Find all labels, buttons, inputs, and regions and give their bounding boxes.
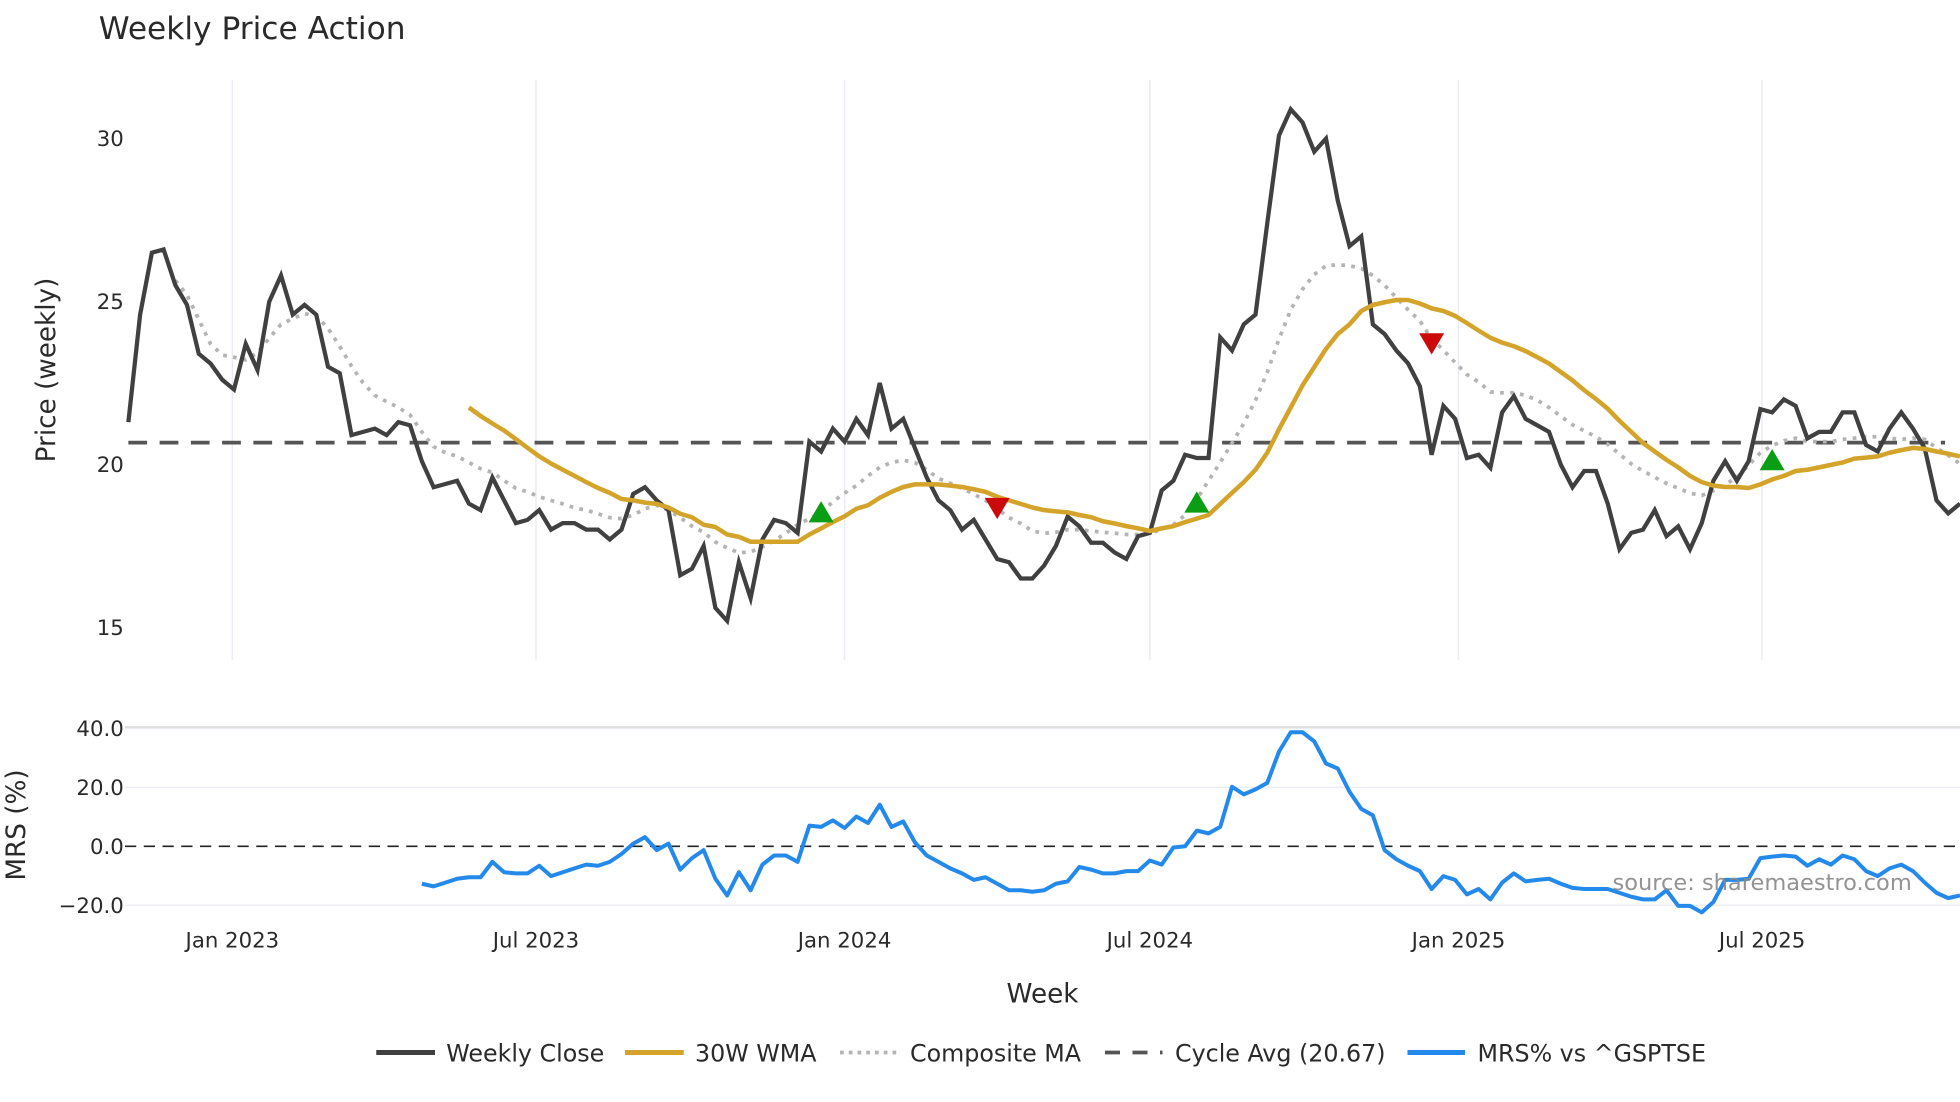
x-ticks: Jan 2023 Jul 2023 Jan 2024 Jul 2024 Jan … [184, 929, 1806, 954]
xtick-label: Jul 2025 [1717, 929, 1805, 954]
chart-title: Weekly Price Action [99, 11, 406, 47]
price-gridlines [231, 80, 1763, 661]
legend-label: Weekly Close [446, 1039, 604, 1067]
mrs-series-layer [421, 730, 1960, 915]
xtick-label: Jan 2023 [184, 929, 280, 954]
composite-ma-line [173, 262, 1960, 555]
xtick-label: Jan 2025 [1410, 929, 1506, 954]
mrs-gridlines [125, 727, 1960, 907]
price-axis-title: Price (weekly) [32, 278, 62, 463]
mrs-ytick-label: 20.0 [76, 776, 123, 801]
legend-item-weekly-close[interactable]: Weekly Close [376, 1039, 604, 1067]
buy-signal-triangle-up-icon [1184, 491, 1210, 513]
price-ytick-label: 25 [97, 290, 124, 315]
weekly-close-line [126, 105, 1960, 626]
sell-signal-triangle-down-icon [1419, 333, 1445, 355]
xtick-label: Jan 2024 [796, 929, 892, 954]
mrs-axis-title: MRS (%) [2, 769, 32, 880]
mrs-ytick-label: 0.0 [90, 835, 124, 860]
legend-label: Composite MA [910, 1039, 1082, 1067]
mrs-y-ticks: −20.0 0.0 20.0 40.0 [59, 717, 124, 919]
price-y-ticks: 15 20 25 30 [97, 127, 124, 641]
x-axis-title: Week [1007, 980, 1080, 1010]
buy-signal-triangle-up-icon [1759, 448, 1785, 471]
source-annotation: source: sharemaestro.com [1613, 870, 1912, 896]
legend-item-composite-ma[interactable]: Composite MA [840, 1039, 1082, 1067]
legend-label: MRS% vs ^GSPTSE [1478, 1039, 1706, 1067]
buy-signal-triangle-up-icon [808, 501, 834, 523]
legend-item-cycle-avg[interactable]: Cycle Avg (20.67) [1105, 1039, 1386, 1067]
price-ytick-label: 15 [97, 616, 124, 641]
legend-item-mrs[interactable]: MRS% vs ^GSPTSE [1407, 1039, 1706, 1067]
price-series-layer [126, 105, 1960, 626]
mrs-ytick-label: −20.0 [59, 894, 124, 919]
xtick-label: Jul 2023 [491, 929, 579, 954]
mrs-line [421, 730, 1960, 915]
signal-markers [808, 333, 1785, 523]
price-ytick-label: 20 [97, 453, 124, 478]
legend: Weekly Close 30W WMA Composite MA Cycle … [376, 1039, 1706, 1067]
xtick-label: Jul 2024 [1105, 929, 1193, 954]
price-ytick-label: 30 [97, 127, 124, 152]
legend-label: Cycle Avg (20.67) [1175, 1039, 1386, 1067]
legend-item-30w-wma[interactable]: 30W WMA [625, 1039, 817, 1067]
wma-30w-line [467, 297, 1960, 545]
legend-label: 30W WMA [695, 1039, 817, 1067]
sell-signal-triangle-down-icon [984, 497, 1010, 520]
mrs-ytick-label: 40.0 [76, 717, 123, 742]
